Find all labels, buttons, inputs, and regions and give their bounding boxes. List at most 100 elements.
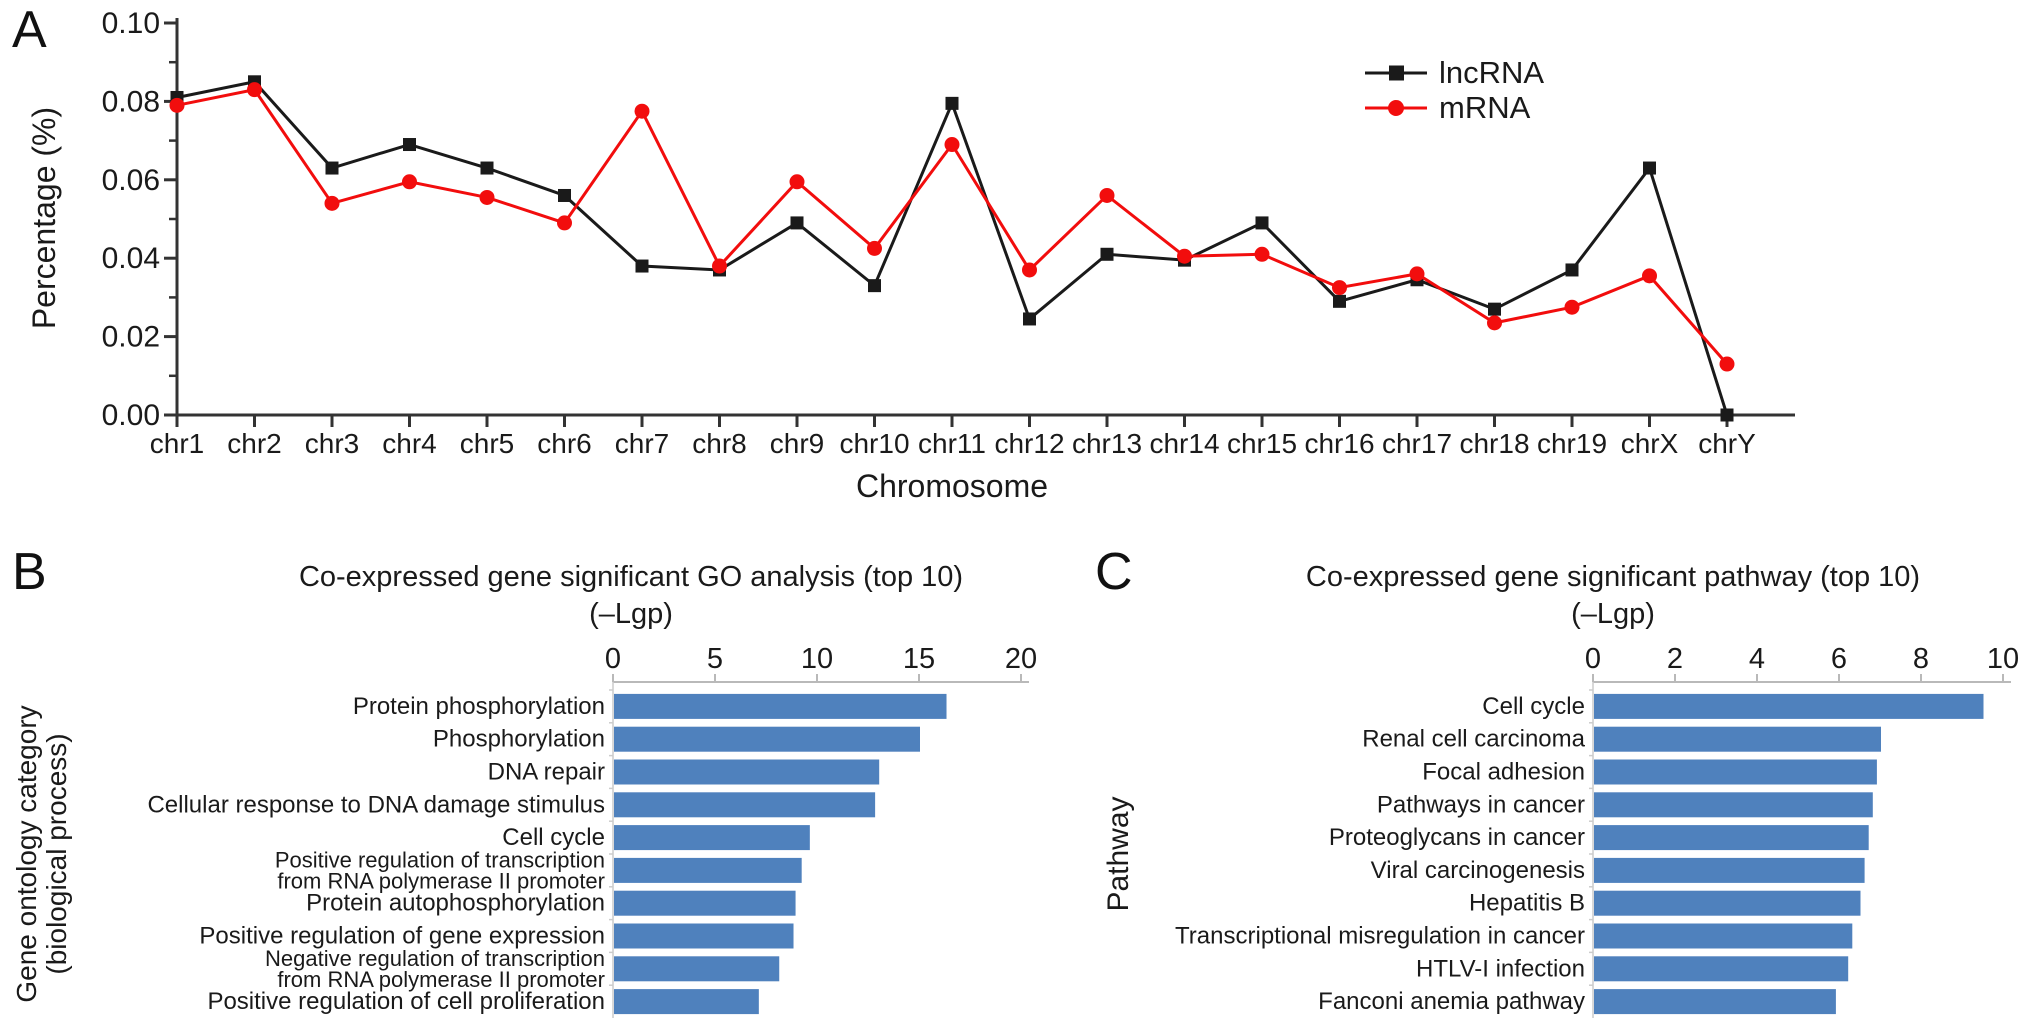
- x-axis-tick-label: chr18: [1459, 428, 1529, 459]
- marker-circle-mRNA: [169, 97, 185, 113]
- marker-square-lncRNA: [868, 279, 881, 293]
- bar-category-label: Cell cycle: [502, 824, 605, 851]
- x-axis-tick-label: chr10: [839, 428, 909, 459]
- bar-category-label: Fanconi anemia pathway: [1318, 988, 1585, 1015]
- chart-title: Co-expressed gene significant GO analysi…: [299, 561, 963, 593]
- marker-square-lncRNA: [558, 188, 571, 202]
- bar-category-label: Protein autophosphorylation: [306, 890, 605, 917]
- bar: [1594, 890, 1861, 916]
- marker-square-lncRNA: [1100, 247, 1114, 261]
- y-axis-tick-label: 0.04: [102, 242, 160, 275]
- bar-category-label: Focal adhesion: [1422, 759, 1585, 786]
- marker-circle-mRNA: [1022, 262, 1037, 278]
- marker-square-lncRNA: [945, 96, 959, 110]
- marker-circle-mRNA: [1409, 266, 1425, 282]
- marker-circle-mRNA: [1332, 280, 1347, 296]
- x-axis-tick-label: chr12: [994, 428, 1064, 459]
- bar: [614, 923, 794, 949]
- marker-circle-mRNA: [1254, 246, 1270, 262]
- x-axis-tick-label: chr19: [1537, 428, 1607, 459]
- y-axis-tick-label: 0.02: [102, 321, 160, 354]
- bar-category-label: Negative regulation of transcription: [265, 946, 605, 971]
- panel-b-label: B: [12, 543, 47, 601]
- legend-label-mRNA: mRNA: [1439, 90, 1531, 125]
- x-axis-tick-label: chr13: [1072, 428, 1142, 459]
- marker-square-lncRNA: [1643, 161, 1656, 175]
- bar: [1594, 857, 1865, 883]
- legend-marker-lncRNA: [1389, 65, 1404, 81]
- panel-c-label: C: [1095, 543, 1133, 601]
- marker-circle-mRNA: [479, 189, 495, 205]
- bar: [614, 825, 810, 851]
- marker-circle-mRNA: [1564, 299, 1580, 315]
- marker-circle-mRNA: [324, 195, 340, 211]
- value-axis-tick-label: 4: [1749, 643, 1765, 675]
- x-axis-tick-label: chr11: [918, 428, 986, 459]
- marker-circle-mRNA: [1177, 248, 1192, 264]
- value-axis-tick-label: 8: [1913, 643, 1929, 675]
- marker-square-lncRNA: [1565, 263, 1579, 277]
- x-axis-tick-label: chr14: [1149, 428, 1219, 459]
- bar-category-label: Proteoglycans in cancer: [1329, 824, 1585, 851]
- value-axis-tick-label: 0: [605, 643, 621, 675]
- bar: [614, 759, 880, 785]
- bar-category-label: Positive regulation of transcription: [275, 847, 605, 872]
- bar-category-label: Positive regulation of cell proliferatio…: [207, 988, 605, 1015]
- bar-category-label: Viral carcinogenesis: [1371, 857, 1585, 884]
- x-axis-tick-label: chr5: [460, 428, 514, 459]
- bar-category-label: from RNA polymerase II promoter: [277, 967, 605, 992]
- marker-square-lncRNA: [325, 161, 339, 175]
- x-axis-tick-label: chr2: [227, 428, 281, 459]
- value-axis-tick-label: 5: [707, 643, 723, 675]
- value-axis-tick-label: 15: [903, 643, 935, 675]
- value-axis-tick-label: 10: [1987, 643, 2019, 675]
- bar: [1594, 923, 1853, 949]
- marker-circle-mRNA: [1719, 356, 1735, 372]
- panel-a-label: A: [12, 1, 47, 59]
- bar-category-label: Pathways in cancer: [1377, 791, 1585, 818]
- bar: [1594, 792, 1873, 818]
- bar-category-label: Transcriptional misregulation in cancer: [1175, 923, 1585, 950]
- bar-category-label: Hepatitis B: [1469, 890, 1585, 917]
- y-axis-tick-label: 0.06: [102, 164, 160, 197]
- marker-square-lncRNA: [1488, 302, 1501, 316]
- bar: [614, 857, 802, 883]
- bar-category-label: Cell cycle: [1482, 693, 1585, 720]
- bar: [614, 890, 796, 916]
- x-axis-tick-label: chr17: [1382, 428, 1452, 459]
- axis-unit-title: (–Lgp): [1571, 598, 1655, 630]
- bar-category-label: from RNA polymerase II promoter: [277, 868, 605, 893]
- marker-circle-mRNA: [712, 258, 727, 274]
- chromosome-line-chart: 0.00 0.02 0.04 0.06 0.08 0.10 chr1 chr2 chr3 chr4…: [26, 7, 1795, 504]
- marker-circle-mRNA: [247, 82, 262, 98]
- marker-circle-mRNA: [634, 103, 650, 119]
- y-axis-title: Percentage (%): [26, 107, 62, 329]
- x-axis-tick-label: chr4: [382, 428, 436, 459]
- bar: [1594, 693, 1984, 719]
- category-axis-title: Pathway: [1102, 796, 1135, 911]
- bar-category-label: Cellular response to DNA damage stimulus: [147, 791, 605, 818]
- y-axis-tick-label: 0.10: [102, 7, 160, 40]
- category-axis-title: (biological process): [41, 733, 72, 974]
- x-axis-tick-label: chr6: [537, 428, 591, 459]
- bar-category-label: Positive regulation of gene expression: [199, 923, 605, 950]
- x-axis-tick-label: chr9: [770, 428, 824, 459]
- pathway-bar-chart: Co-expressed gene significant pathway (t…: [1102, 561, 2019, 1018]
- bar: [1594, 825, 1869, 851]
- chart-title: Co-expressed gene significant pathway (t…: [1306, 561, 1920, 593]
- x-axis-title: Chromosome: [856, 468, 1048, 504]
- marker-square-lncRNA: [790, 216, 804, 230]
- marker-circle-mRNA: [1642, 268, 1657, 284]
- marker-square-lncRNA: [480, 161, 494, 175]
- bar: [614, 956, 780, 982]
- marker-square-lncRNA: [635, 259, 649, 273]
- bar-category-label: HTLV-I infection: [1416, 955, 1585, 982]
- bar-category-label: Protein phosphorylation: [353, 693, 605, 720]
- bar: [1594, 989, 1836, 1015]
- value-axis-tick-label: 0: [1585, 643, 1601, 675]
- bar: [614, 693, 947, 719]
- value-axis-tick-label: 6: [1831, 643, 1847, 675]
- x-axis-tick-label: chrY: [1698, 428, 1756, 459]
- legend-label-lncRNA: lncRNA: [1439, 55, 1544, 90]
- marker-circle-mRNA: [557, 215, 572, 231]
